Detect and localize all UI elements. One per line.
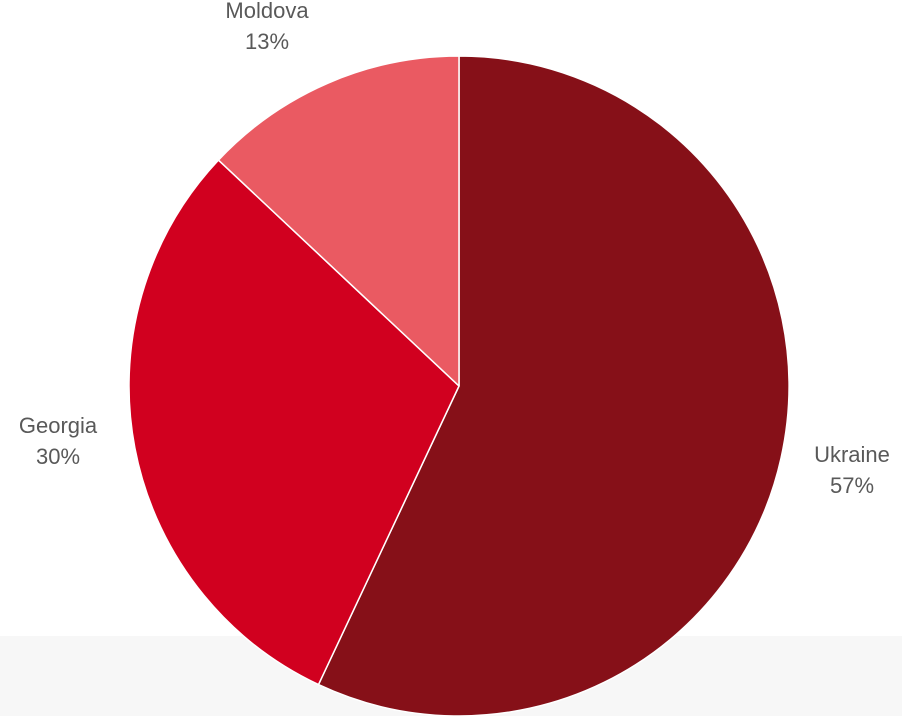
slice-label-georgia: Georgia bbox=[19, 413, 98, 438]
pie-slice-georgia bbox=[128, 159, 460, 686]
slice-value-label-georgia: 30% bbox=[36, 444, 80, 469]
slice-label-moldova: Moldova bbox=[225, 0, 309, 23]
slice-label-ukraine: Ukraine bbox=[814, 442, 890, 467]
pie-slice-ukraine bbox=[317, 55, 790, 716]
pie-labels: Ukraine 57% Georgia 30% Moldova 13% bbox=[19, 0, 890, 498]
slice-value-label-ukraine: 57% bbox=[830, 473, 874, 498]
slice-value-label-moldova: 13% bbox=[245, 29, 289, 54]
pie-slice-moldova bbox=[217, 55, 460, 387]
pie-slices bbox=[128, 55, 790, 716]
